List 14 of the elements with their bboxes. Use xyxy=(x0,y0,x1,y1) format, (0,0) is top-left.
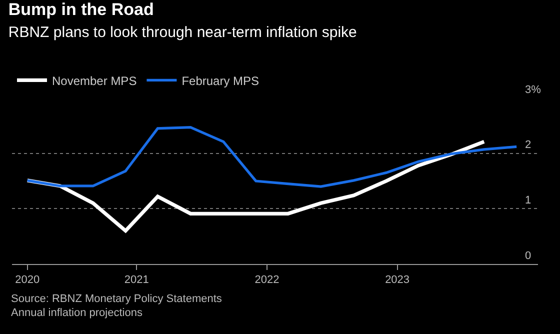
y-tick-label: 1 xyxy=(525,194,532,207)
y-tick-label: 0 xyxy=(525,250,532,262)
legend-label: November MPS xyxy=(52,74,137,88)
y-tick-label: 2 xyxy=(525,139,532,152)
source-note: Source: RBNZ Monetary Policy Statements xyxy=(11,293,222,305)
x-tick-label: 2021 xyxy=(124,274,149,286)
x-tick-label: 2020 xyxy=(15,274,40,286)
text: Annual inflation projections xyxy=(11,307,143,319)
x-tick-label: 2022 xyxy=(254,274,280,286)
chart-subtitle: RBNZ plans to look through near-term inflation spike xyxy=(8,24,357,42)
chart-title: Bump in the Road xyxy=(8,0,154,20)
x-tick-label: 2023 xyxy=(385,274,410,286)
legend-label: February MPS xyxy=(182,74,260,88)
y-tick-label: 3% xyxy=(525,84,542,96)
